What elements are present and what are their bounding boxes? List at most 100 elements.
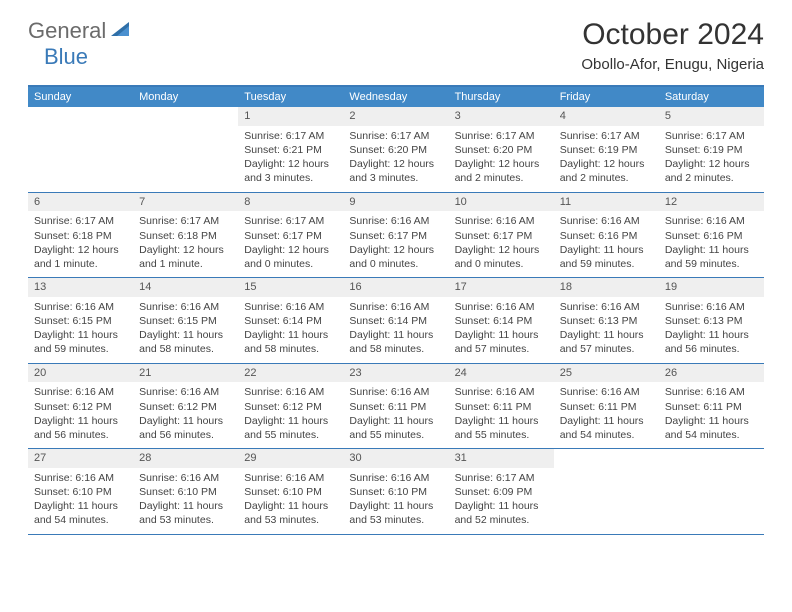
- daylight-text: Daylight: 12 hours: [139, 243, 232, 257]
- daylight-text: Daylight: 11 hours: [139, 499, 232, 513]
- sunrise-text: Sunrise: 6:16 AM: [349, 471, 442, 485]
- sunset-text: Sunset: 6:16 PM: [665, 229, 758, 243]
- sunset-text: Sunset: 6:18 PM: [34, 229, 127, 243]
- month-title: October 2024: [581, 18, 764, 52]
- empty-day-cell: [659, 449, 764, 534]
- sunset-text: Sunset: 6:15 PM: [34, 314, 127, 328]
- day-number: 4: [554, 107, 659, 126]
- day-cell: 9Sunrise: 6:16 AMSunset: 6:17 PMDaylight…: [343, 193, 448, 278]
- day-cell: 1Sunrise: 6:17 AMSunset: 6:21 PMDaylight…: [238, 107, 343, 192]
- day-body: Sunrise: 6:16 AMSunset: 6:13 PMDaylight:…: [554, 297, 659, 363]
- sunrise-text: Sunrise: 6:16 AM: [34, 385, 127, 399]
- day-body: Sunrise: 6:16 AMSunset: 6:12 PMDaylight:…: [133, 382, 238, 448]
- daylight-text: and 54 minutes.: [34, 513, 127, 527]
- sunset-text: Sunset: 6:13 PM: [665, 314, 758, 328]
- day-cell: 12Sunrise: 6:16 AMSunset: 6:16 PMDayligh…: [659, 193, 764, 278]
- day-number: 8: [238, 193, 343, 212]
- daylight-text: Daylight: 11 hours: [455, 499, 548, 513]
- day-number: 6: [28, 193, 133, 212]
- sunrise-text: Sunrise: 6:16 AM: [34, 471, 127, 485]
- day-body: Sunrise: 6:16 AMSunset: 6:11 PMDaylight:…: [554, 382, 659, 448]
- day-number: 1: [238, 107, 343, 126]
- sunset-text: Sunset: 6:17 PM: [455, 229, 548, 243]
- daylight-text: and 59 minutes.: [560, 257, 653, 271]
- day-body: Sunrise: 6:16 AMSunset: 6:17 PMDaylight:…: [343, 211, 448, 277]
- logo-word-general: General: [28, 18, 106, 43]
- daylight-text: and 56 minutes.: [139, 428, 232, 442]
- day-cell: 2Sunrise: 6:17 AMSunset: 6:20 PMDaylight…: [343, 107, 448, 192]
- day-number: 20: [28, 364, 133, 383]
- sunrise-text: Sunrise: 6:16 AM: [455, 214, 548, 228]
- day-cell: 28Sunrise: 6:16 AMSunset: 6:10 PMDayligh…: [133, 449, 238, 534]
- daylight-text: and 57 minutes.: [455, 342, 548, 356]
- weekday-header: Monday: [133, 87, 238, 107]
- daylight-text: Daylight: 11 hours: [665, 243, 758, 257]
- sunset-text: Sunset: 6:21 PM: [244, 143, 337, 157]
- daylight-text: and 0 minutes.: [244, 257, 337, 271]
- daylight-text: Daylight: 12 hours: [349, 243, 442, 257]
- sunrise-text: Sunrise: 6:17 AM: [455, 129, 548, 143]
- sunset-text: Sunset: 6:17 PM: [244, 229, 337, 243]
- sunrise-text: Sunrise: 6:16 AM: [244, 300, 337, 314]
- sunrise-text: Sunrise: 6:16 AM: [665, 300, 758, 314]
- sunset-text: Sunset: 6:20 PM: [455, 143, 548, 157]
- day-number: 22: [238, 364, 343, 383]
- weekday-header: Thursday: [449, 87, 554, 107]
- day-number: 15: [238, 278, 343, 297]
- day-cell: 18Sunrise: 6:16 AMSunset: 6:13 PMDayligh…: [554, 278, 659, 363]
- sunset-text: Sunset: 6:11 PM: [560, 400, 653, 414]
- sunrise-text: Sunrise: 6:16 AM: [349, 385, 442, 399]
- daylight-text: and 1 minute.: [34, 257, 127, 271]
- sunrise-text: Sunrise: 6:17 AM: [244, 214, 337, 228]
- daylight-text: Daylight: 11 hours: [34, 328, 127, 342]
- day-body: Sunrise: 6:16 AMSunset: 6:13 PMDaylight:…: [659, 297, 764, 363]
- day-body: Sunrise: 6:17 AMSunset: 6:20 PMDaylight:…: [449, 126, 554, 192]
- day-cell: 10Sunrise: 6:16 AMSunset: 6:17 PMDayligh…: [449, 193, 554, 278]
- day-cell: 19Sunrise: 6:16 AMSunset: 6:13 PMDayligh…: [659, 278, 764, 363]
- day-number: 18: [554, 278, 659, 297]
- daylight-text: Daylight: 11 hours: [455, 414, 548, 428]
- day-number: 16: [343, 278, 448, 297]
- day-cell: 6Sunrise: 6:17 AMSunset: 6:18 PMDaylight…: [28, 193, 133, 278]
- daylight-text: and 0 minutes.: [349, 257, 442, 271]
- day-body: Sunrise: 6:17 AMSunset: 6:18 PMDaylight:…: [28, 211, 133, 277]
- day-cell: 5Sunrise: 6:17 AMSunset: 6:19 PMDaylight…: [659, 107, 764, 192]
- day-number: 14: [133, 278, 238, 297]
- daylight-text: and 55 minutes.: [349, 428, 442, 442]
- sunrise-text: Sunrise: 6:16 AM: [455, 300, 548, 314]
- daylight-text: Daylight: 11 hours: [349, 414, 442, 428]
- location-text: Obollo-Afor, Enugu, Nigeria: [581, 56, 764, 73]
- day-number: 25: [554, 364, 659, 383]
- daylight-text: and 2 minutes.: [455, 171, 548, 185]
- day-number: 23: [343, 364, 448, 383]
- day-cell: 30Sunrise: 6:16 AMSunset: 6:10 PMDayligh…: [343, 449, 448, 534]
- empty-day-cell: [554, 449, 659, 534]
- daylight-text: and 59 minutes.: [665, 257, 758, 271]
- sunset-text: Sunset: 6:13 PM: [560, 314, 653, 328]
- day-body: Sunrise: 6:17 AMSunset: 6:21 PMDaylight:…: [238, 126, 343, 192]
- daylight-text: Daylight: 11 hours: [139, 414, 232, 428]
- day-cell: 16Sunrise: 6:16 AMSunset: 6:14 PMDayligh…: [343, 278, 448, 363]
- week-row: 1Sunrise: 6:17 AMSunset: 6:21 PMDaylight…: [28, 107, 764, 193]
- sunset-text: Sunset: 6:11 PM: [349, 400, 442, 414]
- sunrise-text: Sunrise: 6:16 AM: [560, 385, 653, 399]
- day-body: Sunrise: 6:16 AMSunset: 6:15 PMDaylight:…: [133, 297, 238, 363]
- daylight-text: Daylight: 11 hours: [665, 414, 758, 428]
- day-number: 24: [449, 364, 554, 383]
- day-body: Sunrise: 6:16 AMSunset: 6:10 PMDaylight:…: [238, 468, 343, 534]
- day-body: Sunrise: 6:17 AMSunset: 6:17 PMDaylight:…: [238, 211, 343, 277]
- day-cell: 17Sunrise: 6:16 AMSunset: 6:14 PMDayligh…: [449, 278, 554, 363]
- day-body: Sunrise: 6:16 AMSunset: 6:11 PMDaylight:…: [659, 382, 764, 448]
- day-body: Sunrise: 6:16 AMSunset: 6:10 PMDaylight:…: [133, 468, 238, 534]
- sunset-text: Sunset: 6:17 PM: [349, 229, 442, 243]
- day-cell: 13Sunrise: 6:16 AMSunset: 6:15 PMDayligh…: [28, 278, 133, 363]
- day-number: 10: [449, 193, 554, 212]
- daylight-text: Daylight: 11 hours: [560, 243, 653, 257]
- daylight-text: and 58 minutes.: [349, 342, 442, 356]
- day-number: 7: [133, 193, 238, 212]
- daylight-text: Daylight: 11 hours: [244, 414, 337, 428]
- day-cell: 7Sunrise: 6:17 AMSunset: 6:18 PMDaylight…: [133, 193, 238, 278]
- day-body: Sunrise: 6:17 AMSunset: 6:19 PMDaylight:…: [554, 126, 659, 192]
- daylight-text: and 54 minutes.: [560, 428, 653, 442]
- sunset-text: Sunset: 6:12 PM: [139, 400, 232, 414]
